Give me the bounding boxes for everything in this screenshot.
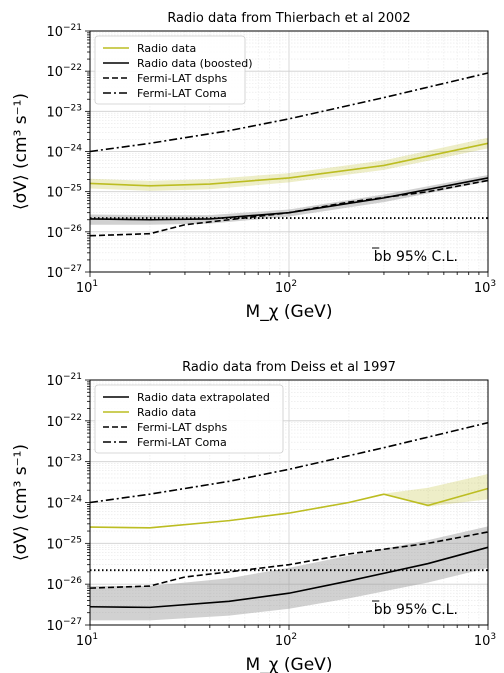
legend: Radio data extrapolated Radio data Fermi-L… <box>94 384 284 454</box>
x-tick-label: 103 <box>474 279 496 296</box>
series-line-2 <box>89 531 489 589</box>
x-axis-label: M_χ (GeV) <box>246 302 333 322</box>
chart-deiss: 101 102 10310−2710−2610−2510−2410−2310−221… <box>11 360 496 673</box>
legend-box <box>94 35 246 105</box>
y-tick-exp: −22 <box>63 63 82 73</box>
y-tick-label: 10−24 <box>46 495 82 512</box>
x-tick-exp: 3 <box>490 632 496 642</box>
y-tick-label: 10−23 <box>46 454 82 471</box>
y-tick-base: 10 <box>46 25 63 40</box>
x-tick-base: 10 <box>76 281 93 296</box>
chart-thierbach: 101 102 10310−2710−2610−2510−2410−2310−221… <box>11 11 496 322</box>
y-tick-label: 10−26 <box>46 576 82 593</box>
y-tick-exp: −27 <box>63 617 82 627</box>
legend-label: Radio data <box>137 406 196 419</box>
y-tick-base: 10 <box>46 415 63 430</box>
y-tick-label: 10−21 <box>46 372 82 389</box>
legend-label: Fermi-LAT Coma <box>137 436 227 449</box>
x-tick-base: 10 <box>474 634 491 649</box>
y-tick-base: 10 <box>46 65 63 80</box>
y-tick-exp: −25 <box>63 535 82 545</box>
legend-label: Radio data extrapolated <box>137 391 270 404</box>
legend-label: Radio data <box>137 42 196 55</box>
y-tick-exp: −23 <box>63 103 82 113</box>
legend-label: Fermi-LAT Coma <box>137 87 227 100</box>
y-tick-base: 10 <box>46 578 63 593</box>
x-tick-label: 103 <box>474 632 496 649</box>
legend-box <box>94 384 284 454</box>
y-tick-exp: −21 <box>63 23 82 33</box>
chart-title: Radio data from Thierbach et al 2002 <box>167 11 410 26</box>
x-tick-label: 101 <box>76 632 98 649</box>
x-tick-base: 10 <box>76 634 93 649</box>
chart-title: Radio data from Deiss et al 1997 <box>182 360 396 375</box>
x-tick-base: 10 <box>275 281 292 296</box>
legend-label: Fermi-LAT dsphs <box>137 421 227 434</box>
x-tick-exp: 1 <box>92 279 98 289</box>
annotation: b̅b 95% C.L. <box>371 600 458 618</box>
y-tick-exp: −21 <box>63 372 82 382</box>
series-line-1 <box>89 177 489 221</box>
x-tick-exp: 1 <box>92 632 98 642</box>
y-tick-base: 10 <box>46 374 63 389</box>
y-tick-label: 10−26 <box>46 224 82 241</box>
y-tick-label: 10−27 <box>46 617 82 634</box>
series-line-3 <box>89 421 489 504</box>
x-tick-exp: 2 <box>291 279 297 289</box>
y-tick-base: 10 <box>46 619 63 634</box>
y-tick-base: 10 <box>46 186 63 201</box>
series-line-1 <box>89 487 489 529</box>
y-tick-base: 10 <box>46 537 63 552</box>
y-tick-label: 10−27 <box>46 264 82 281</box>
y-tick-exp: −22 <box>63 413 82 423</box>
y-axis-label: ⟨σV⟩ (cm³ s⁻¹) <box>11 93 31 210</box>
y-tick-base: 10 <box>46 497 63 512</box>
legend: Radio data Radio data (boosted) Fermi-LAT … <box>94 35 253 105</box>
y-tick-label: 10−22 <box>46 63 82 80</box>
legend-label: Radio data (boosted) <box>137 57 253 70</box>
x-tick-exp: 2 <box>291 632 297 642</box>
y-axis-label: ⟨σV⟩ (cm³ s⁻¹) <box>11 444 31 561</box>
x-axis-label: M_χ (GeV) <box>246 655 333 673</box>
x-tick-label: 101 <box>76 279 98 296</box>
x-tick-base: 10 <box>474 281 491 296</box>
y-tick-base: 10 <box>46 105 63 120</box>
y-tick-label: 10−25 <box>46 184 82 201</box>
y-tick-label: 10−23 <box>46 103 82 120</box>
y-tick-exp: −26 <box>63 576 82 586</box>
y-tick-label: 10−25 <box>46 535 82 552</box>
y-tick-exp: −24 <box>63 495 82 505</box>
x-tick-label: 102 <box>275 279 297 296</box>
series-line-3 <box>89 72 489 153</box>
y-tick-base: 10 <box>46 266 63 281</box>
y-tick-exp: −25 <box>63 184 82 194</box>
y-tick-label: 10−24 <box>46 144 82 161</box>
y-tick-base: 10 <box>46 226 63 241</box>
legend-label: Fermi-LAT dsphs <box>137 72 227 85</box>
x-tick-base: 10 <box>275 634 292 649</box>
series-band-0 <box>90 526 488 621</box>
y-tick-exp: −24 <box>63 144 82 154</box>
y-tick-base: 10 <box>46 456 63 471</box>
annotation: b̅b 95% C.L. <box>371 247 458 265</box>
x-tick-exp: 3 <box>490 279 496 289</box>
x-tick-label: 102 <box>275 632 297 649</box>
y-tick-exp: −27 <box>63 264 82 274</box>
series-line-0 <box>89 142 489 187</box>
y-tick-label: 10−21 <box>46 23 82 40</box>
series-line-2 <box>89 179 489 237</box>
y-tick-exp: −26 <box>63 224 82 234</box>
y-tick-label: 10−22 <box>46 413 82 430</box>
y-tick-exp: −23 <box>63 454 82 464</box>
y-tick-base: 10 <box>46 146 63 161</box>
series-line-0 <box>89 546 489 609</box>
